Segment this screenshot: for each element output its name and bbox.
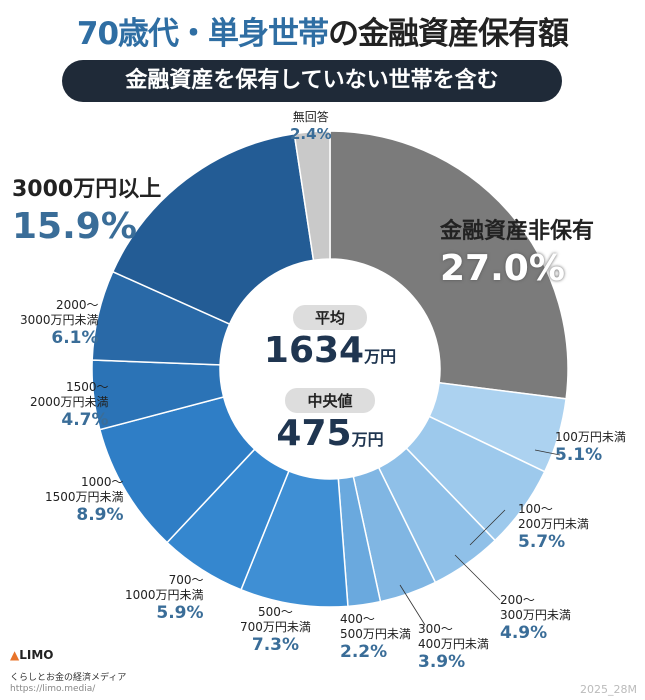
footer-tagline: くらしとお金の経済メディア xyxy=(10,673,127,683)
label-s1: 100万円未満 5.1% xyxy=(555,430,626,465)
label-s10: 2000～ 3000万円未満 6.1% xyxy=(20,298,99,348)
slice-11 xyxy=(111,132,315,326)
leader-line xyxy=(469,509,506,546)
footer-url[interactable]: https://limo.media/ xyxy=(10,684,96,694)
leader-line xyxy=(454,554,501,601)
label-s6: 500～ 700万円未満 7.3% xyxy=(240,605,311,655)
mean-label: 平均 xyxy=(292,305,367,330)
median-label: 中央値 xyxy=(285,388,375,413)
median-block: 中央値 475万円 xyxy=(250,388,410,454)
label-no-assets: 金融資産非保有 27.0% xyxy=(440,219,595,289)
mean-block: 平均 1634万円 xyxy=(250,305,410,371)
label-s2: 100～ 200万円未満 5.7% xyxy=(518,502,589,552)
slice-0 xyxy=(329,130,569,400)
subtitle-banner: 金融資産を保有していない世帯を含む xyxy=(62,60,562,102)
leader-line xyxy=(399,584,426,626)
page-title: 70歳代・単身世帯の金融資産保有額 xyxy=(76,16,569,52)
slice-12 xyxy=(293,130,331,262)
label-s7: 700～ 1000万円未満 5.9% xyxy=(125,573,204,623)
mean-value: 1634 xyxy=(263,330,365,371)
label-s5: 400～ 500万円未満 2.2% xyxy=(340,612,411,662)
label-s8: 1000～ 1500万円未満 8.9% xyxy=(45,475,124,525)
label-s4: 300～ 400万円未満 3.9% xyxy=(418,622,489,672)
label-3000plus: 3000万円以上 15.9% xyxy=(12,177,162,247)
median-value: 475 xyxy=(276,413,352,454)
image-code: 2025_28M xyxy=(580,683,637,696)
label-no-answer: 無回答 2.4% xyxy=(290,110,332,143)
label-s9: 1500～ 2000万円未満 4.7% xyxy=(30,380,109,430)
leader-line xyxy=(534,449,561,456)
label-s3: 200～ 300万円未満 4.9% xyxy=(500,593,571,643)
limo-logo: ▲LIMO xyxy=(10,648,54,662)
